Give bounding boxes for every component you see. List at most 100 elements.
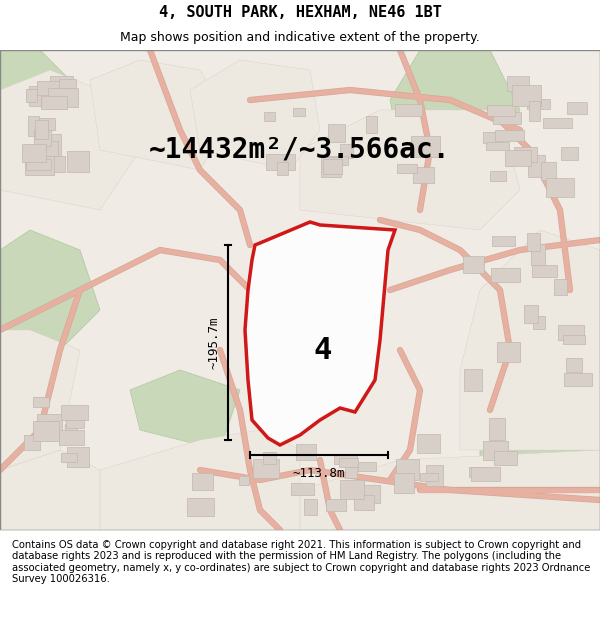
Bar [37, 81, 61, 95]
Bar [353, 495, 374, 510]
Bar [469, 467, 484, 477]
Bar [497, 342, 520, 362]
Bar [304, 499, 317, 514]
Bar [563, 373, 592, 386]
Polygon shape [0, 70, 140, 210]
Bar [266, 154, 295, 169]
Bar [28, 116, 38, 136]
Bar [527, 233, 539, 251]
Bar [494, 451, 517, 465]
Bar [413, 167, 434, 184]
Bar [67, 447, 89, 467]
Bar [64, 434, 80, 443]
Bar [50, 76, 73, 86]
Text: ~113.8m: ~113.8m [293, 467, 345, 480]
Bar [489, 418, 505, 439]
Bar [239, 476, 250, 485]
Bar [463, 256, 484, 274]
Bar [464, 369, 482, 391]
Bar [561, 147, 578, 159]
Text: ~14432m²/~3.566ac.: ~14432m²/~3.566ac. [149, 136, 451, 164]
Bar [470, 467, 500, 481]
Bar [23, 435, 40, 451]
Bar [527, 155, 545, 176]
Bar [527, 99, 550, 109]
Bar [491, 268, 520, 282]
Bar [52, 84, 67, 98]
Bar [41, 96, 67, 109]
Bar [34, 130, 50, 146]
Bar [253, 459, 280, 478]
Bar [396, 459, 419, 479]
Bar [37, 118, 55, 130]
Bar [563, 335, 584, 344]
Bar [483, 441, 508, 460]
Bar [397, 164, 416, 173]
Bar [44, 141, 58, 156]
Polygon shape [0, 330, 80, 470]
Bar [187, 498, 214, 516]
Bar [340, 144, 353, 158]
Bar [328, 124, 346, 142]
Bar [48, 88, 77, 107]
Bar [507, 76, 529, 91]
Polygon shape [460, 230, 600, 450]
Bar [296, 444, 316, 459]
Polygon shape [480, 370, 600, 490]
Bar [26, 89, 37, 102]
Bar [358, 462, 376, 471]
Bar [490, 171, 506, 181]
Bar [543, 118, 572, 127]
Polygon shape [390, 50, 520, 170]
Bar [61, 404, 88, 420]
Bar [505, 150, 531, 166]
Bar [65, 424, 77, 442]
Bar [532, 244, 545, 265]
Bar [546, 178, 574, 197]
Bar [264, 112, 275, 121]
Bar [293, 108, 305, 116]
Bar [326, 499, 346, 511]
Bar [532, 265, 557, 276]
Bar [420, 473, 437, 481]
Text: Contains OS data © Crown copyright and database right 2021. This information is : Contains OS data © Crown copyright and d… [12, 539, 590, 584]
Bar [321, 157, 341, 177]
Polygon shape [100, 430, 300, 530]
Bar [340, 480, 364, 499]
Bar [26, 159, 51, 169]
Polygon shape [300, 110, 520, 230]
Text: ~195.7m: ~195.7m [207, 316, 220, 369]
Bar [323, 159, 343, 174]
Bar [291, 484, 314, 496]
Bar [67, 151, 89, 172]
Bar [37, 414, 62, 431]
Bar [533, 316, 545, 329]
Bar [487, 105, 515, 116]
Bar [493, 112, 521, 124]
Bar [524, 305, 538, 323]
Bar [29, 86, 41, 106]
Bar [65, 409, 84, 428]
Bar [416, 434, 440, 453]
Bar [395, 104, 422, 116]
Text: 4, SOUTH PARK, HEXHAM, NE46 1BT: 4, SOUTH PARK, HEXHAM, NE46 1BT [158, 5, 442, 20]
Bar [59, 79, 76, 88]
Bar [345, 463, 358, 478]
Bar [35, 120, 49, 139]
Bar [512, 86, 541, 106]
Bar [263, 452, 276, 464]
Bar [493, 236, 515, 246]
Bar [566, 102, 587, 114]
Text: 4: 4 [313, 336, 331, 366]
Bar [40, 156, 65, 172]
Bar [366, 116, 377, 133]
Bar [277, 162, 289, 174]
Bar [514, 147, 537, 162]
Bar [566, 358, 582, 372]
Polygon shape [190, 60, 320, 170]
Bar [426, 465, 443, 486]
Bar [340, 458, 358, 467]
Bar [33, 398, 49, 408]
Polygon shape [245, 222, 395, 445]
Bar [356, 485, 380, 502]
